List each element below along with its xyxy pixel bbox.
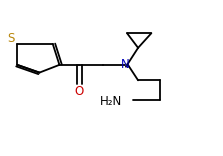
Text: H₂N: H₂N <box>100 95 123 108</box>
Text: S: S <box>8 32 15 45</box>
Text: N: N <box>120 58 129 71</box>
Text: O: O <box>75 85 84 98</box>
